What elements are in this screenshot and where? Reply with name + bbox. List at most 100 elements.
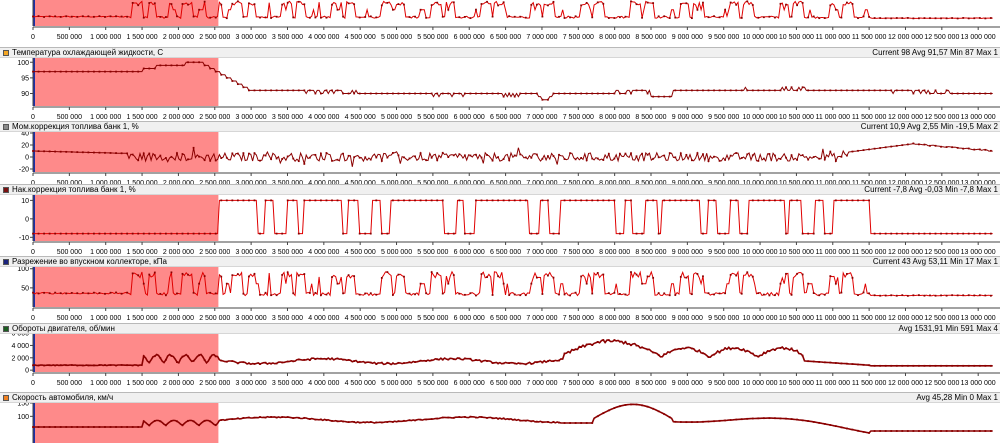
sample-point: [475, 359, 477, 361]
sample-point: [126, 232, 129, 235]
sample-point: [696, 421, 699, 423]
sample-point: [369, 232, 372, 235]
sample-point: [486, 0, 488, 3]
sample-point: [320, 357, 322, 360]
sample-point: [757, 16, 760, 19]
x-tick-label: 1 500 000: [126, 180, 157, 187]
sample-point: [746, 153, 749, 156]
sample-point: [702, 1, 704, 4]
sample-point: [386, 1, 389, 4]
sample-point: [486, 154, 488, 156]
sample-point: [281, 416, 284, 418]
sample-point: [851, 199, 854, 202]
sample-point: [901, 430, 904, 432]
sample-point: [303, 273, 306, 275]
sample-point: [104, 292, 106, 295]
sample-point: [137, 274, 140, 277]
panel-header-coolant[interactable]: Температура охлаждающей жидкости, С Curre…: [0, 47, 1000, 58]
sample-point: [923, 232, 926, 235]
x-tick-label: 9 500 000: [708, 380, 739, 387]
sample-point: [458, 292, 461, 295]
sample-point: [447, 8, 450, 11]
panel-coolant[interactable]: 100 95 90 0 500 000 1 000 000 1 500 000 2 000 0…: [17, 56, 1000, 121]
sample-point: [906, 232, 909, 235]
sample-point: [674, 89, 677, 92]
sample-point: [231, 152, 234, 155]
panel-header-stft[interactable]: Мом.коррекция топлива банк 1, % Current 1…: [0, 121, 1000, 132]
sample-point: [679, 199, 682, 202]
sample-point: [552, 0, 555, 3]
panel-header-speed[interactable]: Скорость автомобиля, км/ч Avg 45,28 Min 0…: [0, 392, 1000, 403]
sample-point: [785, 347, 787, 350]
sample-point: [54, 70, 57, 73]
sample-point: [679, 421, 682, 423]
sample-point: [585, 282, 588, 285]
sample-point: [270, 17, 272, 19]
panel-header-ltft[interactable]: Нак.коррекция топлива банк 1, % Current -…: [0, 184, 1000, 195]
x-tick-label: 10 000 000: [743, 34, 778, 41]
x-tick-label: 6 000 000: [454, 34, 485, 41]
sample-point: [159, 232, 162, 235]
sample-point: [253, 199, 256, 202]
sample-point: [929, 232, 931, 235]
panel-top[interactable]: 0 500 000 1 000 000 1 500 000 2 000 000 2 500…: [31, 0, 1000, 41]
sample-point: [475, 199, 477, 202]
sample-point: [209, 356, 212, 359]
sample-point: [325, 16, 328, 19]
sample-point: [192, 61, 195, 64]
sample-point: [702, 352, 704, 355]
x-tick-label: 8 000 000: [599, 180, 630, 187]
panel-speed[interactable]: 150 100: [17, 399, 993, 443]
sample-point: [297, 89, 300, 92]
x-tick-label: 4 500 000: [345, 249, 376, 256]
sample-point: [408, 361, 411, 364]
sample-point: [840, 16, 843, 19]
panel-ltft[interactable]: 100-100 500 000 1 000 000 1 500 000 2 000 00…: [19, 193, 1000, 256]
sample-point: [331, 159, 333, 162]
panel-header-rpm[interactable]: Обороты двигателя, об/мин Avg 1531,91 Min…: [0, 323, 1000, 334]
y-tick-label: 100: [17, 266, 29, 273]
sample-point: [198, 282, 201, 285]
sample-point: [187, 273, 189, 276]
sample-point: [840, 89, 843, 92]
sample-point: [314, 358, 317, 361]
sample-point: [109, 152, 112, 154]
sample-point: [834, 89, 837, 92]
sample-point: [148, 232, 151, 235]
sample-point: [978, 17, 981, 19]
sample-point: [253, 89, 256, 92]
sample-point: [652, 199, 655, 202]
sample-point: [696, 89, 699, 92]
panel-header-map[interactable]: Разрежение во впускном коллекторе, кПа Cu…: [0, 256, 1000, 267]
sample-point: [596, 199, 599, 202]
sample-point: [823, 158, 826, 161]
panel-rpm[interactable]: 6 000 4 000 2 000 00 500 000 1 000 000 1 500 0…: [11, 330, 1000, 387]
sample-point: [646, 1, 649, 4]
sample-point: [895, 294, 898, 297]
sample-point: [851, 363, 854, 366]
sample-point: [724, 419, 727, 422]
sample-point: [342, 358, 344, 361]
x-tick-label: 12 500 000: [924, 249, 959, 256]
sample-point: [846, 89, 848, 92]
sample-point: [452, 416, 455, 419]
sample-point: [574, 158, 577, 161]
x-tick-label: 6 500 000: [490, 249, 521, 256]
x-tick-label: 10 500 000: [779, 249, 814, 256]
x-tick-label: 2 000 000: [163, 249, 194, 256]
y-tick-label: 95: [21, 75, 29, 82]
panel-map[interactable]: 100 50 0 500 000 1 000 000 1 500 000 2 000 000…: [17, 263, 1000, 322]
sample-point: [857, 17, 859, 20]
sample-point: [823, 423, 826, 425]
sample-point: [840, 362, 843, 365]
sample-point: [347, 199, 350, 202]
sample-point: [807, 16, 810, 19]
sample-point: [65, 150, 68, 153]
sample-point: [674, 348, 677, 351]
sample-point: [513, 15, 516, 18]
sample-point: [607, 92, 610, 95]
sample-point: [729, 1, 732, 4]
sample-point: [785, 272, 787, 275]
